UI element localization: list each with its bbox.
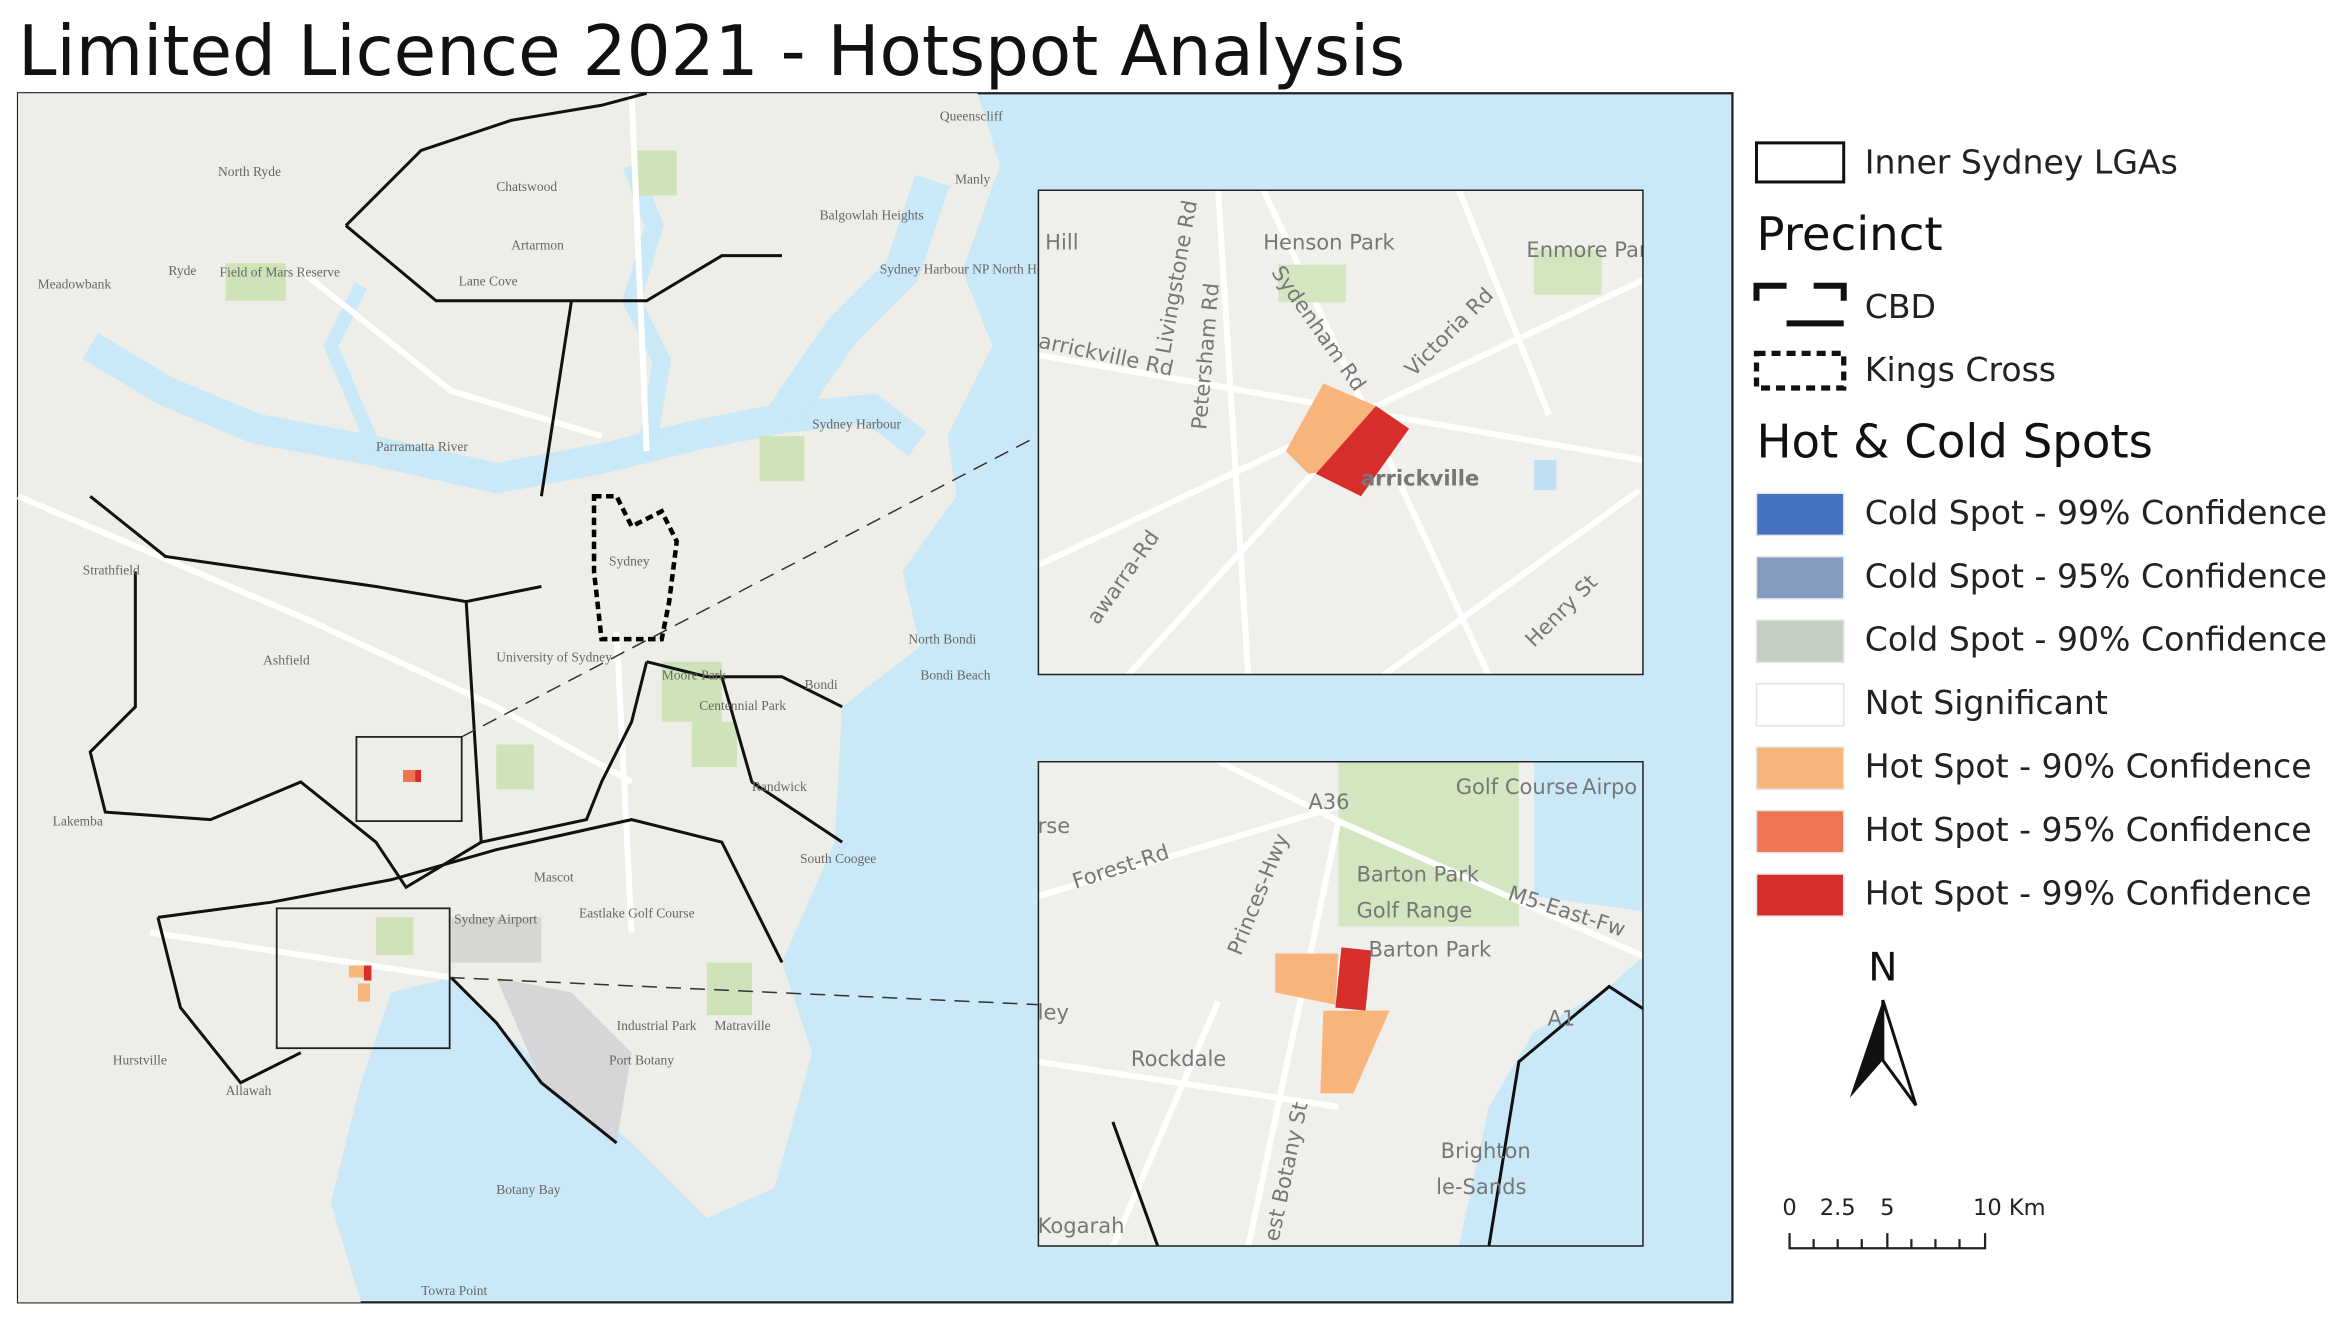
- inset-label: arrickville: [1361, 466, 1479, 491]
- map-label: Chatswood: [496, 179, 557, 194]
- legend-heading: Precinct: [1756, 207, 1942, 261]
- map-label: Manly: [955, 171, 991, 186]
- legend-item: Cold Spot - 90% Confidence: [1865, 620, 2327, 659]
- inset-label: Barton Park: [1356, 861, 1479, 886]
- inset-label: Rockdale: [1131, 1046, 1226, 1071]
- north-arrow: N: [1849, 946, 1918, 1107]
- legend-swatch: [1755, 492, 1845, 537]
- legend-swatch: [1755, 809, 1845, 854]
- inset-label: Golf Course: [1456, 774, 1579, 799]
- legend-item: Cold Spot - 95% Confidence: [1865, 556, 2327, 595]
- hotspot-99: [1335, 947, 1372, 1011]
- map-label: University of Sydney: [496, 650, 612, 665]
- inset-label: Brighton: [1441, 1138, 1531, 1163]
- legend-item: Hot Spot - 99% Confidence: [1865, 874, 2312, 913]
- map-label: Matraville: [714, 1018, 770, 1033]
- north-label: N: [1868, 946, 1897, 991]
- scale-label: 10 Km: [1973, 1195, 2046, 1221]
- legend-item: Hot Spot - 90% Confidence: [1865, 747, 2312, 786]
- legend-swatch: [1755, 682, 1845, 727]
- map-label: Sydney: [609, 553, 650, 568]
- map-label: Sydney Harbour NP North Head: [880, 262, 1056, 277]
- inset-marrickville: Hill Henson Park Enmore Park Livingstone…: [1037, 189, 1660, 676]
- map-label: Industrial Park: [617, 1018, 697, 1033]
- map-label: North Bondi: [908, 632, 976, 647]
- inset-label: Barton Park: [1369, 936, 1492, 961]
- map-label: Towra Point: [421, 1283, 487, 1298]
- map-label: Bondi: [805, 677, 838, 692]
- legend-heading: Hot & Cold Spots: [1756, 415, 2152, 469]
- hotspot-99: [1315, 406, 1410, 497]
- map-label: Lane Cove: [459, 274, 518, 289]
- map-label: Ryde: [168, 263, 196, 278]
- scale-bar: 0 2.5 5 10 Km: [1782, 1195, 2046, 1250]
- precinct-cbd: [591, 494, 680, 642]
- inset-label: A1: [1547, 1006, 1575, 1031]
- title: Limited Licence 2021 - Hotspot Analysis: [18, 12, 1405, 92]
- legend-item: Inner Sydney LGAs: [1865, 142, 2178, 181]
- map-label: Ashfield: [263, 653, 310, 668]
- hotspot-90: [1320, 1010, 1390, 1094]
- map-label: Centennial Park: [699, 698, 786, 713]
- inset-label: Kogarah: [1038, 1213, 1125, 1238]
- map-label: Bondi Beach: [920, 668, 990, 683]
- map-label: Artarmon: [511, 238, 564, 253]
- map-label: Parramatta River: [376, 439, 468, 454]
- legend-swatch: [1755, 555, 1845, 600]
- legend-item: Kings Cross: [1865, 350, 2056, 389]
- legend-swatch: [1755, 746, 1845, 790]
- map-label: Sydney Harbour: [812, 417, 901, 432]
- legend-item: Not Significant: [1865, 683, 2108, 722]
- map-label: North Ryde: [218, 164, 281, 179]
- scale-label: 2.5: [1820, 1195, 1856, 1221]
- inset-label: Golf Range: [1356, 897, 1472, 922]
- legend-item: CBD: [1865, 287, 1936, 326]
- scale-label: 0: [1782, 1195, 1796, 1221]
- legend: Inner Sydney LGAs Precinct CBD Kings Cro…: [1753, 141, 2327, 917]
- scale-label: 5: [1880, 1195, 1894, 1221]
- map-label: South Coogee: [800, 851, 876, 866]
- legend-item: Cold Spot - 99% Confidence: [1865, 493, 2327, 532]
- inset-label: rse: [1038, 813, 1071, 838]
- map-label: Port Botany: [609, 1053, 674, 1068]
- map-label: Eastlake Golf Course: [579, 905, 695, 920]
- map-label: Sydney Airport: [454, 911, 537, 926]
- map-label: Mascot: [534, 869, 574, 884]
- legend-item: Hot Spot - 95% Confidence: [1865, 810, 2312, 849]
- map-label: Meadowbank: [38, 277, 112, 292]
- inset-label: Airpo: [1582, 774, 1637, 799]
- inset-label: Hill: [1045, 230, 1078, 255]
- legend-swatch: [1755, 619, 1845, 664]
- map-label: Field of Mars Reserve: [220, 265, 340, 280]
- map-label: Hurstville: [113, 1053, 167, 1068]
- map-label: Moore Park: [662, 668, 726, 683]
- inset-label: A36: [1308, 789, 1349, 814]
- inset-label: Henson Park: [1263, 230, 1395, 255]
- map-label: Randwick: [752, 779, 807, 794]
- map-label: Botany Bay: [496, 1182, 560, 1197]
- hotspot-90: [1275, 953, 1339, 1005]
- map-label: Lakemba: [53, 814, 103, 829]
- map-label: Balgowlah Heights: [820, 208, 924, 223]
- map-labels: Queenscliff North Ryde Manly Chatswood B…: [38, 108, 1056, 1298]
- map-label: Queenscliff: [940, 108, 1003, 123]
- map-label: Strathfield: [83, 562, 140, 577]
- inset-label: le-Sands: [1436, 1174, 1526, 1199]
- inset-label: ley: [1038, 1000, 1069, 1025]
- legend-swatch: [1755, 873, 1845, 917]
- inset-rockdale: Forest-Rd A36 Golf Course Barton Park Go…: [1037, 760, 1644, 1247]
- inset-label: Enmore Park: [1526, 237, 1660, 262]
- map-label: Allawah: [226, 1083, 272, 1098]
